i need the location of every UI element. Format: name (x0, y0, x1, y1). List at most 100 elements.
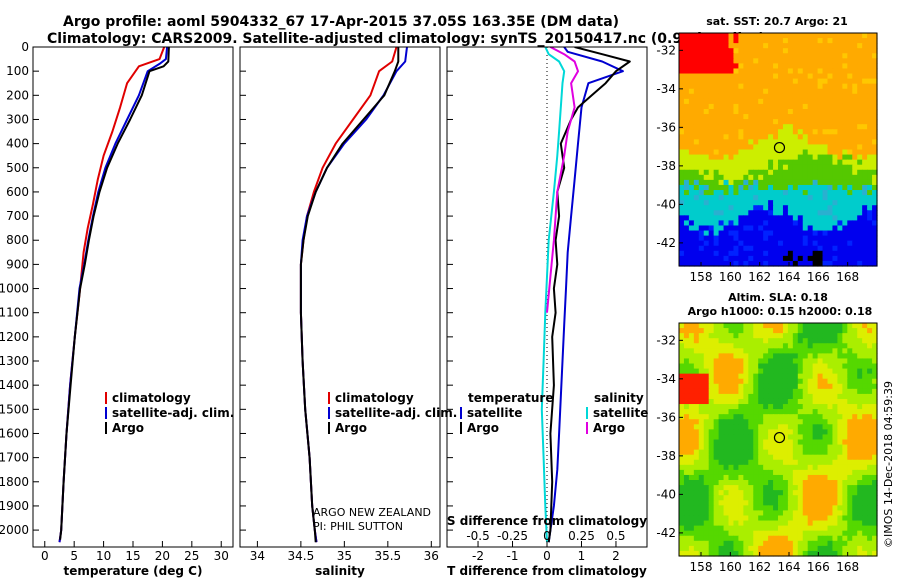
map-cell (857, 210, 863, 216)
map-cell (802, 164, 809, 171)
map-cell (758, 520, 764, 527)
map-cell (778, 419, 784, 425)
map-cell (773, 190, 779, 196)
map-cell (679, 348, 685, 354)
map-cell (733, 139, 739, 146)
map-cell (782, 255, 789, 262)
map-cell (847, 154, 853, 161)
map-cell (763, 245, 769, 252)
map-cell (728, 250, 735, 257)
map-cell (693, 404, 700, 410)
map-cell (703, 373, 710, 380)
map-cell (857, 195, 863, 201)
map-cell (832, 323, 838, 329)
map-cell (703, 174, 710, 181)
map-cell (857, 149, 863, 156)
map-cell (822, 550, 829, 557)
map-cell (802, 78, 809, 85)
map-cell (713, 429, 720, 436)
map-cell (807, 78, 814, 85)
map-cell (698, 119, 705, 125)
map-cell (773, 129, 779, 135)
map-cell (812, 210, 819, 216)
map-cell (867, 469, 873, 476)
map-cell (718, 535, 725, 542)
map-cell (787, 184, 794, 191)
map-cell (842, 414, 848, 420)
map-cell (782, 114, 789, 120)
map-cell (842, 63, 848, 70)
map-cell (872, 78, 878, 85)
map-cell (698, 535, 705, 542)
annotation-program: ARGO NEW ZEALAND (313, 506, 431, 519)
map-cell (703, 169, 710, 176)
map-cell (728, 333, 735, 339)
map-cell (693, 225, 700, 232)
map-cell (867, 103, 873, 110)
map-cell (723, 119, 730, 125)
map-cell (792, 333, 799, 339)
map-cell (733, 505, 739, 512)
map-cell (837, 474, 843, 481)
map-cell (857, 500, 863, 506)
map-cell (763, 348, 769, 354)
map-cell (822, 230, 829, 237)
map-cell (768, 464, 774, 471)
map-cell (743, 225, 749, 232)
figure-title-line2: Climatology: CARS2009. Satellite-adjuste… (47, 31, 765, 47)
map-cell (763, 459, 769, 466)
map-cell (708, 424, 715, 430)
map-cell (817, 250, 824, 257)
x-tick-label: 20 (155, 549, 170, 563)
map-cell (758, 378, 764, 385)
map-cell (817, 469, 824, 476)
map-cell (862, 33, 868, 39)
map-cell (872, 154, 878, 161)
map-cell (802, 414, 809, 420)
map-cell (832, 515, 838, 522)
map-cell (773, 260, 779, 267)
map-cell (753, 144, 759, 151)
map-cell (792, 500, 799, 506)
map-cell (792, 358, 799, 365)
map-cell (693, 98, 700, 105)
map-cell (807, 373, 814, 380)
map-cell (782, 43, 789, 49)
map-cell (792, 179, 799, 186)
map-cell (683, 323, 690, 329)
map-cell (822, 93, 829, 100)
map-cell (802, 469, 809, 476)
map-cell (807, 139, 814, 146)
map-cell (679, 63, 685, 70)
map-cell (753, 220, 759, 227)
map-cell (728, 505, 735, 512)
map-cell (773, 103, 779, 110)
map-cell (708, 393, 715, 400)
map-cell (713, 338, 720, 344)
map-cell (782, 103, 789, 110)
map-cell (787, 434, 794, 441)
map-cell (698, 388, 705, 395)
map-cell (782, 434, 789, 441)
map-cell (847, 449, 853, 456)
map-cell (862, 409, 868, 415)
map-cell (683, 103, 690, 110)
map-cell (748, 429, 754, 436)
map-cell (822, 353, 829, 360)
map-cell (733, 429, 739, 436)
map-cell (812, 144, 819, 151)
map-cell (857, 540, 863, 547)
map-cell (787, 38, 794, 44)
map-cell (748, 358, 754, 365)
map-cell (748, 124, 754, 130)
map-cell (768, 459, 774, 466)
map-cell (708, 230, 715, 237)
map-cell (728, 398, 735, 405)
map-cell (847, 139, 853, 146)
map-cell (728, 485, 735, 491)
map-cell (708, 78, 715, 85)
map-cell (753, 505, 759, 512)
map-cell (703, 164, 710, 171)
map-cell (827, 169, 834, 176)
map-cell (763, 154, 769, 161)
